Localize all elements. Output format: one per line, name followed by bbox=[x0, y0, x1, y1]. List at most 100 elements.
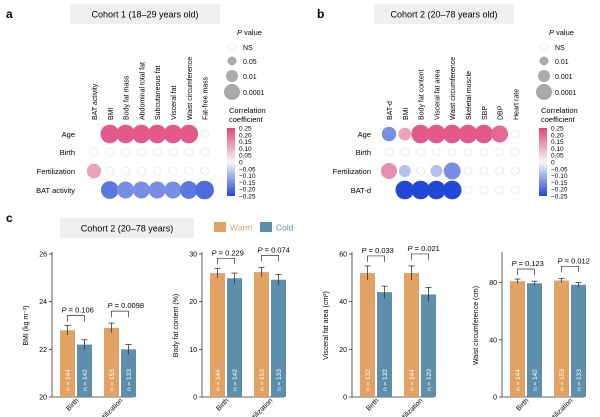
a-pvalue-dot-3 bbox=[224, 84, 240, 100]
b-colorbar-title-2: coefficient bbox=[541, 115, 576, 124]
bar0-pvalue-1-p: P bbox=[108, 301, 113, 310]
b-cell-3-2 bbox=[411, 180, 430, 200]
bar3-bar-0-0 bbox=[510, 281, 525, 397]
bar-charts: 20 22 24 26 BMI (kg m⁻²) n = 144 n = 142 P = 0.… bbox=[23, 244, 590, 417]
b-pvalue-label-0: NS bbox=[555, 45, 565, 52]
b-cell-0-2 bbox=[411, 124, 430, 144]
bar3-bracket-1 bbox=[561, 265, 579, 273]
bar1-category-label-1: Fertilization bbox=[244, 397, 274, 417]
b-cell-3-8 bbox=[511, 185, 520, 195]
b-colorbar-tick-2: 0.15 bbox=[551, 139, 564, 146]
heatmap-a: BAT activity BMI Body fat mass Abdominal to… bbox=[36, 28, 266, 201]
a-cell-3-5 bbox=[164, 181, 182, 199]
b-cell-3-1 bbox=[395, 180, 415, 200]
b-cell-3-7 bbox=[495, 185, 504, 195]
b-cell-0-1 bbox=[398, 127, 412, 141]
bar3-n-label-1-0: n = 153 bbox=[559, 369, 566, 391]
bar2-n-label-1-0: n = 144 bbox=[409, 369, 416, 391]
a-pvalue-dot-1 bbox=[227, 56, 237, 66]
bar2-ytick-label-2: 40 bbox=[339, 299, 347, 306]
b-colorbar-tick-10: −0.25 bbox=[551, 194, 568, 201]
a-colorbar-tick-3: 0.10 bbox=[239, 146, 252, 153]
a-col-label-0: BAT activity bbox=[92, 83, 99, 120]
a-cell-2-3 bbox=[137, 166, 146, 176]
a-cell-3-4 bbox=[148, 181, 166, 199]
bar3-pvalue-0: P = 0.123 bbox=[512, 259, 544, 268]
bar1-bar-0-1 bbox=[227, 278, 242, 397]
b-pvalue-dot-3 bbox=[536, 84, 552, 100]
bar0-ytick-label-2: 24 bbox=[39, 299, 47, 306]
a-col-label-1: BMI bbox=[108, 108, 115, 121]
a-cell-1-5 bbox=[168, 147, 178, 157]
a-colorbar-tick-7: −0.10 bbox=[239, 173, 256, 180]
bar0-n-label-1-1: n = 133 bbox=[126, 369, 133, 391]
b-col-label-0: BAT-d bbox=[387, 101, 394, 120]
bar0-bracket-1 bbox=[111, 310, 129, 318]
a-cell-3-1 bbox=[100, 181, 119, 199]
a-row-label-0: Age bbox=[62, 130, 75, 139]
bar1-ytick-label-3: 30 bbox=[189, 252, 197, 259]
b-cell-0-5 bbox=[458, 124, 478, 144]
a-cell-0-4 bbox=[147, 124, 167, 144]
bar3-bar-1-1 bbox=[571, 284, 586, 397]
heatmap-b: BAT-d BMI Body fat content Visceral fat are… bbox=[333, 28, 578, 201]
cohort2c-title: Cohort 2 (20–78 years) bbox=[81, 224, 174, 234]
bar1-pvalue-1-value: = 0.074 bbox=[263, 245, 290, 254]
bar1-pvalue-1: P = 0.074 bbox=[258, 245, 290, 254]
bar3-n-label-0-0: n = 144 bbox=[515, 369, 522, 391]
b-cell-1-2 bbox=[416, 147, 425, 157]
bar2-pvalue-0: P = 0.033 bbox=[362, 246, 394, 255]
bar2-n-label-0-1: n = 132 bbox=[382, 369, 389, 391]
bar2-bracket-0 bbox=[367, 255, 385, 262]
a-col-label-6: Waist circumference bbox=[187, 57, 194, 120]
b-cell-3-6 bbox=[479, 185, 489, 195]
bar0-pvalue-1: P = 0.0098 bbox=[108, 301, 145, 310]
bar0-ylabel: BMI (kg m⁻²) bbox=[23, 305, 30, 345]
bar2-n-label-0-0: n = 132 bbox=[365, 369, 372, 391]
bar3-ytick-label-0: 0 bbox=[493, 395, 497, 402]
b-pvalue-dot-0 bbox=[539, 42, 549, 52]
a-cell-2-5 bbox=[168, 166, 178, 176]
bar2-ylabel: Visceral fat area (cm²) bbox=[323, 291, 330, 360]
a-colorbar-tick-4: 0.05 bbox=[239, 153, 252, 160]
b-cell-0-4 bbox=[442, 124, 462, 144]
bar0-bracket-0 bbox=[67, 315, 85, 322]
a-row-label-1: Birth bbox=[60, 148, 75, 157]
b-col-label-3: Visceral fat area bbox=[434, 69, 441, 120]
a-pvalue-dot-2 bbox=[226, 70, 238, 82]
b-pvalue-label-1: 0.01 bbox=[555, 59, 569, 66]
a-pvalue-label-1: 0.05 bbox=[243, 59, 257, 66]
a-cell-2-6 bbox=[184, 166, 194, 176]
a-colorbar-tick-1: 0.20 bbox=[239, 132, 252, 139]
bar1-n-label-0-1: n = 142 bbox=[232, 369, 239, 391]
b-col-label-2: Body fat content bbox=[419, 69, 426, 120]
b-cell-1-4 bbox=[447, 147, 457, 157]
bar1-ytick-label-1: 10 bbox=[189, 347, 197, 354]
a-cell-2-1 bbox=[105, 166, 115, 176]
bar2-bracket-1 bbox=[411, 253, 429, 260]
bar1-n-label-1-1: n = 133 bbox=[276, 369, 283, 391]
b-cell-1-6 bbox=[479, 147, 489, 157]
b-colorbar-tick-3: 0.10 bbox=[551, 146, 564, 153]
cohort1-title: Cohort 1 (18–29 years old) bbox=[91, 10, 198, 20]
b-cell-2-0 bbox=[380, 162, 398, 180]
b-cell-1-3 bbox=[432, 147, 441, 157]
a-colorbar-tick-10: −0.25 bbox=[239, 194, 256, 201]
a-col-label-5: Visceral fat bbox=[171, 85, 178, 120]
bar0-pvalue-1-value: = 0.0098 bbox=[113, 301, 145, 310]
a-cell-0-1 bbox=[100, 124, 120, 144]
bar2-pvalue-0-value: = 0.033 bbox=[367, 246, 394, 255]
a-colorbar-tick-8: −0.15 bbox=[239, 180, 256, 187]
bar0-bar-0-1 bbox=[77, 344, 92, 397]
b-colorbar-tick-9: −0.20 bbox=[551, 187, 568, 194]
a-cell-0-5 bbox=[163, 124, 183, 144]
a-col-label-4: Subcutaneous fat bbox=[155, 65, 162, 120]
bar1-n-label-1-0: n = 153 bbox=[259, 369, 266, 391]
bar3-pvalue-1-value: = 0.012 bbox=[563, 256, 590, 265]
a-cell-0-7 bbox=[200, 129, 209, 139]
b-colorbar-tick-4: 0.05 bbox=[551, 153, 564, 160]
a-cell-2-4 bbox=[152, 166, 162, 176]
bar1-ytick-label-0: 0 bbox=[193, 395, 197, 402]
b-cell-1-0 bbox=[384, 147, 394, 157]
bar-legend: Warm Cold bbox=[214, 222, 294, 233]
